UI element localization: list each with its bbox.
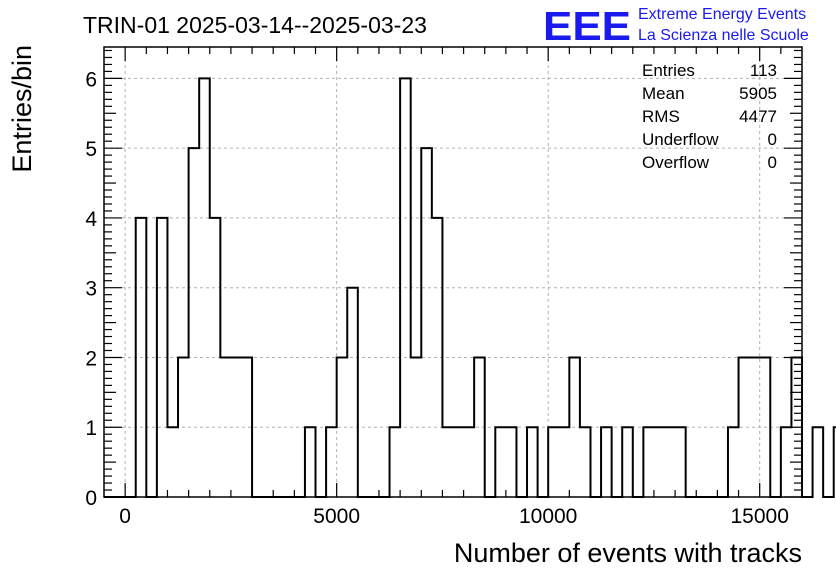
y-tick-label: 0: [85, 487, 97, 510]
histogram-bin: [665, 427, 676, 497]
x-tick-label: 10000: [519, 505, 577, 528]
histogram-bin: [654, 427, 665, 497]
histogram-bin: [326, 427, 337, 497]
stats-box: Entries 113 Mean 5905 RMS 4477 Underflow 0 Overf…: [642, 61, 777, 172]
histogram-bin: [464, 427, 475, 497]
histogram-bin: [453, 427, 464, 497]
stat-value: 113: [750, 61, 777, 80]
histogram-bin: [728, 427, 739, 497]
histogram-bin: [421, 148, 432, 497]
eee-logo: EEE Extreme Energy Events La Scienza nel…: [543, 3, 809, 49]
histogram-bin: [495, 427, 506, 497]
histogram-bin: [347, 288, 358, 497]
x-axis-title: Number of events with tracks: [454, 538, 802, 568]
histogram-bin: [601, 427, 612, 497]
histogram-bin: [622, 427, 633, 497]
histogram-bin: [643, 427, 654, 497]
y-tick-label: 5: [85, 138, 97, 161]
histogram-bin: [781, 427, 792, 497]
axis-ticks: [104, 47, 802, 498]
y-tick-label: 6: [85, 68, 97, 91]
grid: [104, 47, 802, 497]
chart-title: TRIN-01 2025-03-14--2025-03-23: [83, 12, 427, 38]
histogram-bin: [305, 427, 316, 497]
histogram-bin: [189, 148, 200, 497]
y-tick-labels: 0 1 2 3 4 5 6: [85, 68, 97, 510]
stat-label: Overflow: [642, 153, 710, 172]
histogram-bin: [559, 427, 570, 497]
logo-mark: EEE: [543, 3, 631, 49]
stat-label: Underflow: [642, 130, 719, 149]
histogram-bin: [548, 427, 559, 497]
histogram-bin: [390, 427, 401, 497]
histogram-bin: [506, 427, 517, 497]
x-tick-labels: 0 5000 10000 15000: [119, 505, 789, 528]
stat-label: Mean: [642, 84, 685, 103]
stat-label: Entries: [642, 61, 695, 80]
histogram-bin: [675, 427, 686, 497]
y-tick-label: 2: [85, 347, 97, 370]
logo-line-2: La Scienza nelle Scuole: [638, 27, 809, 44]
histogram-bin: [167, 427, 178, 497]
y-tick-label: 4: [85, 208, 97, 231]
stat-value: 4477: [739, 107, 777, 126]
histogram-bin: [813, 427, 824, 497]
x-tick-label: 15000: [730, 505, 788, 528]
histogram-bin: [580, 427, 591, 497]
y-tick-label: 1: [85, 417, 97, 440]
logo-line-1: Extreme Energy Events: [638, 6, 806, 23]
stat-value: 0: [768, 130, 777, 149]
x-tick-label: 5000: [313, 505, 360, 528]
stat-label: RMS: [642, 107, 680, 126]
y-tick-label: 3: [85, 278, 97, 301]
y-axis-title: Entries/bin: [7, 45, 37, 173]
stat-value: 5905: [739, 84, 777, 103]
plot-frame: [103, 46, 803, 498]
histogram-bin: [527, 427, 538, 497]
x-tick-label: 0: [119, 505, 131, 528]
histogram-bin: [442, 427, 453, 497]
stat-value: 0: [768, 153, 777, 172]
